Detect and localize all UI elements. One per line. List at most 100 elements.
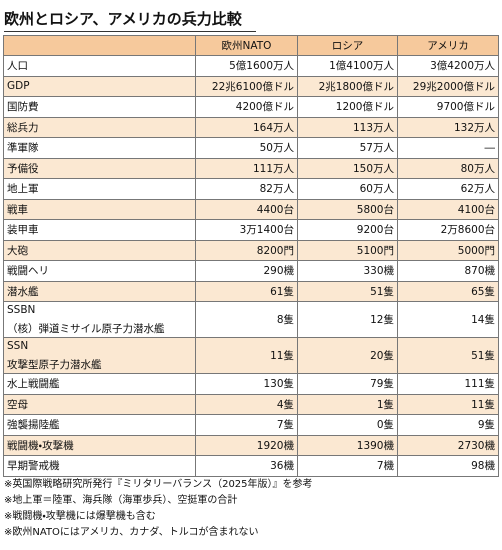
value-cell: 79隻 xyxy=(297,373,398,395)
table-body: 人口 5億1600万人 1億4100万人 3億4200万人 GDP 22兆6100億ドル 2… xyxy=(3,55,499,477)
value-cell: 29兆2000億ドル xyxy=(397,75,499,97)
row-label-cell: 潜水艦 xyxy=(3,280,196,302)
row-label-cell: 戦闘機・攻撃機 xyxy=(3,434,196,456)
value-cell: 1920機 xyxy=(195,434,298,456)
value-cell: 51隻 xyxy=(297,280,398,302)
value-cell: 4200億ドル xyxy=(195,96,298,118)
column-header: 欧州NATO xyxy=(195,35,298,56)
value-cell: 60万人 xyxy=(297,178,398,200)
value-cell: 132万人 xyxy=(397,116,499,138)
note: ※地上軍＝陸軍、海兵隊（海軍歩兵）、空挺軍の合計 xyxy=(4,495,238,506)
value-cell: 8200門 xyxy=(195,239,298,261)
value-cell: 5億1600万人 xyxy=(195,55,298,77)
row-label-cell: 早期警戒機 xyxy=(3,455,196,477)
value-cell: ― xyxy=(397,137,499,159)
value-cell: 51隻 xyxy=(397,337,499,374)
header-row: 欧州NATO ロシア アメリカ xyxy=(3,35,499,56)
value-cell: 98機 xyxy=(397,455,499,477)
value-cell: 2万8600台 xyxy=(397,219,499,241)
column-header: ロシア xyxy=(297,35,398,56)
row-sublabel: （核）弾道ミサイル原子力潜水艦 xyxy=(7,322,165,335)
value-cell: 22兆6100億ドル xyxy=(195,75,298,97)
value-cell: 65隻 xyxy=(397,280,499,302)
value-cell: 80万人 xyxy=(397,157,499,179)
note: ※欧州NATOにはアメリカ、カナダ、トルコが含まれない xyxy=(4,527,259,538)
value-cell: 11隻 xyxy=(397,393,499,415)
value-cell: 3億4200万人 xyxy=(397,55,499,77)
row-label: SSN xyxy=(7,339,29,352)
table-row: 空母 4隻 1隻 11隻 xyxy=(3,393,499,415)
value-cell: 50万人 xyxy=(195,137,298,159)
value-cell: 9隻 xyxy=(397,414,499,436)
value-cell: 0隻 xyxy=(297,414,398,436)
row-sublabel: 攻撃型原子力潜水艦 xyxy=(7,358,102,371)
table-row: SSN 攻撃型原子力潜水艦 11隻 20隻 51隻 xyxy=(3,337,499,374)
row-label: SSBN xyxy=(7,303,36,316)
table-row: 装甲車 3万1400台 9200台 2万8600台 xyxy=(3,219,499,241)
table-row: 戦闘機・攻撃機 1920機 1390機 2730機 xyxy=(3,434,499,456)
notes: ※英国際戦略研究所発行『ミリタリーバランス（2025年版）』を参考 ※地上軍＝陸軍… xyxy=(4,477,313,541)
value-cell: 1390機 xyxy=(297,434,398,456)
column-header: アメリカ xyxy=(397,35,499,56)
note: ※英国際戦略研究所発行『ミリタリーバランス（2025年版）』を参考 xyxy=(4,479,313,490)
value-cell: 870機 xyxy=(397,260,499,282)
row-label-cell: 人口 xyxy=(3,55,196,77)
value-cell: 5000門 xyxy=(397,239,499,261)
table-row: 水上戦闘艦 130隻 79隻 111隻 xyxy=(3,373,499,395)
value-cell: 290機 xyxy=(195,260,298,282)
row-label-cell: 装甲車 xyxy=(3,219,196,241)
value-cell: 111万人 xyxy=(195,157,298,179)
value-cell: 7機 xyxy=(297,455,398,477)
row-label-cell: 戦闘ヘリ xyxy=(3,260,196,282)
row-label-cell: 強襲揚陸艦 xyxy=(3,414,196,436)
value-cell: 11隻 xyxy=(195,337,298,374)
value-cell: 330機 xyxy=(297,260,398,282)
value-cell: 5100門 xyxy=(297,239,398,261)
row-label-cell: 国防費 xyxy=(3,96,196,118)
value-cell: 4400台 xyxy=(195,198,298,220)
table-row: 国防費 4200億ドル 1200億ドル 9700億ドル xyxy=(3,96,499,118)
value-cell: 8隻 xyxy=(195,301,298,338)
comparison-table: 欧州NATO ロシア アメリカ 人口 5億1600万人 1億4100万人 3億4200万人… xyxy=(3,35,499,477)
value-cell: 20隻 xyxy=(297,337,398,374)
value-cell: 111隻 xyxy=(397,373,499,395)
value-cell: 62万人 xyxy=(397,178,499,200)
value-cell: 9200台 xyxy=(297,219,398,241)
value-cell: 82万人 xyxy=(195,178,298,200)
value-cell: 1200億ドル xyxy=(297,96,398,118)
row-label-cell: 地上軍 xyxy=(3,178,196,200)
table-row: 強襲揚陸艦 7隻 0隻 9隻 xyxy=(3,414,499,436)
value-cell: 14隻 xyxy=(397,301,499,338)
table-row: 準軍隊 50万人 57万人 ― xyxy=(3,137,499,159)
value-cell: 2兆1800億ドル xyxy=(297,75,398,97)
header-corner xyxy=(3,35,196,56)
table-row: 総兵力 164万人 113万人 132万人 xyxy=(3,116,499,138)
value-cell: 12隻 xyxy=(297,301,398,338)
table-row: SSBN （核）弾道ミサイル原子力潜水艦 8隻 12隻 14隻 xyxy=(3,301,499,338)
value-cell: 2730機 xyxy=(397,434,499,456)
table-row: 予備役 111万人 150万人 80万人 xyxy=(3,157,499,179)
value-cell: 7隻 xyxy=(195,414,298,436)
value-cell: 1億4100万人 xyxy=(297,55,398,77)
table-row: 早期警戒機 36機 7機 98機 xyxy=(3,455,499,477)
value-cell: 113万人 xyxy=(297,116,398,138)
value-cell: 3万1400台 xyxy=(195,219,298,241)
table-row: 大砲 8200門 5100門 5000門 xyxy=(3,239,499,261)
value-cell: 9700億ドル xyxy=(397,96,499,118)
row-label-cell: 予備役 xyxy=(3,157,196,179)
row-label-cell: SSBN （核）弾道ミサイル原子力潜水艦 xyxy=(3,301,196,338)
row-label-cell: GDP xyxy=(3,75,196,97)
value-cell: 150万人 xyxy=(297,157,398,179)
value-cell: 1隻 xyxy=(297,393,398,415)
value-cell: 4隻 xyxy=(195,393,298,415)
row-label-cell: 総兵力 xyxy=(3,116,196,138)
table-row: 人口 5億1600万人 1億4100万人 3億4200万人 xyxy=(3,55,499,77)
note: ※戦闘機・攻撃機には爆撃機も含む xyxy=(4,511,156,522)
value-cell: 36機 xyxy=(195,455,298,477)
row-label-cell: 大砲 xyxy=(3,239,196,261)
row-label-cell: 水上戦闘艦 xyxy=(3,373,196,395)
table-row: 戦車 4400台 5800台 4100台 xyxy=(3,198,499,220)
value-cell: 164万人 xyxy=(195,116,298,138)
row-label-cell: 空母 xyxy=(3,393,196,415)
